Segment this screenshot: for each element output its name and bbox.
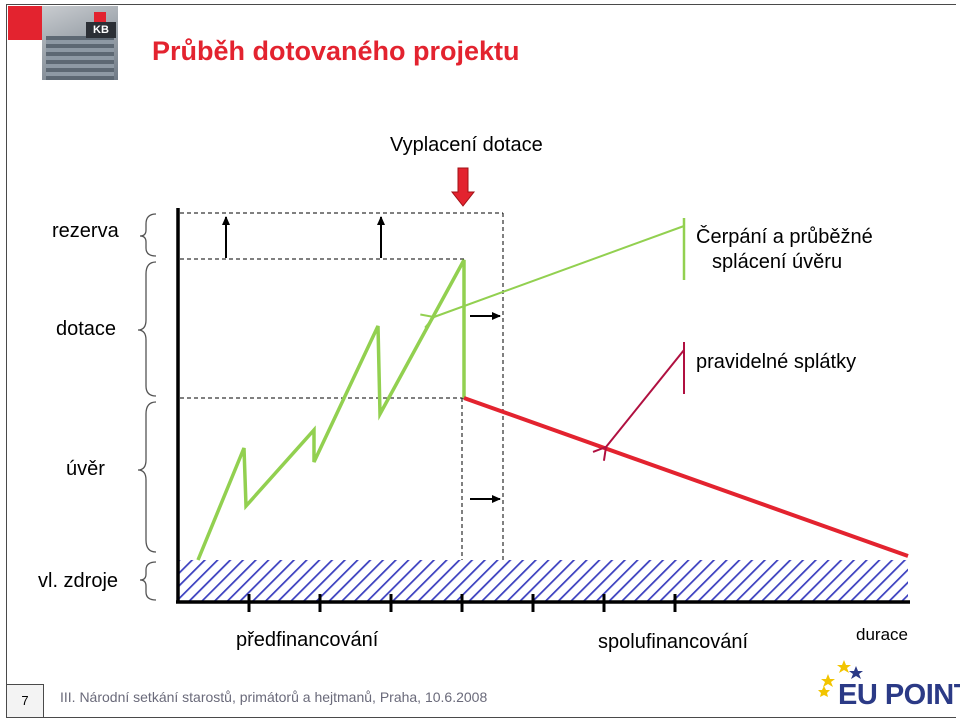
annotation-splatky: pravidelné splátky xyxy=(696,351,857,373)
page-number: 7 xyxy=(6,684,44,718)
label-dotace: dotace xyxy=(56,318,117,340)
label-vl-zdroje: vl. zdroje xyxy=(38,570,119,592)
eu-point-logo: EU POINT xyxy=(838,679,960,711)
drawdown-line xyxy=(196,259,466,561)
kb-logo-red-square xyxy=(8,6,42,40)
annotation-cerpani-line1: Čerpání a průběžné xyxy=(696,226,873,248)
subsidy-payment-arrow xyxy=(450,167,476,207)
kb-sign-logo: KB xyxy=(86,22,116,38)
brace-uver xyxy=(137,401,157,553)
axis-label-durace: durace xyxy=(856,625,908,644)
repayment-pointer xyxy=(592,349,685,461)
slide-title: Průběh dotovaného projektu xyxy=(152,36,520,66)
building-facade xyxy=(46,36,114,80)
x-axis-ticks xyxy=(247,594,677,612)
kb-building-photo: KB xyxy=(42,6,118,80)
drawdown-pointer xyxy=(420,225,685,329)
brace-dotace xyxy=(137,261,157,397)
phase-predfinancovani: předfinancování xyxy=(236,629,379,651)
footer-text: III. Národní setkání starostů, primátorů… xyxy=(60,689,488,705)
label-uver: úvěr xyxy=(66,458,105,480)
subsidy-payment-label: Vyplacení dotace xyxy=(390,134,543,156)
brace-rezerva xyxy=(139,213,157,257)
own-sources-band xyxy=(178,560,908,602)
brace-vl-zdroje xyxy=(139,561,157,601)
eu-stars-icon xyxy=(818,660,863,697)
kb-sign-red-mark xyxy=(94,12,106,22)
slide-frame xyxy=(6,4,956,718)
phase-spolufinancovani: spolufinancování xyxy=(598,631,749,653)
annotation-cerpani-line2: splácení úvěru xyxy=(712,251,843,273)
label-rezerva: rezerva xyxy=(52,220,119,242)
dashed-guides xyxy=(180,212,504,560)
repayment-line xyxy=(463,396,909,558)
